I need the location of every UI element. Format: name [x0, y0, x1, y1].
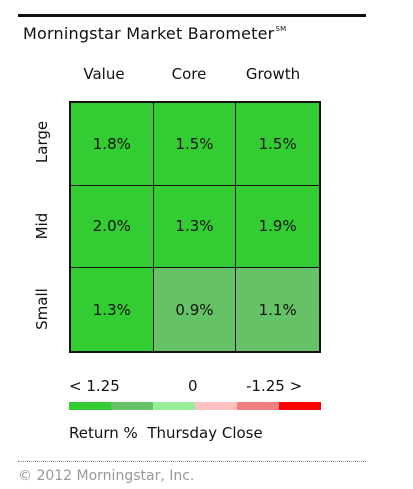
legend-swatch [279, 402, 321, 410]
legend-swatch [195, 402, 237, 410]
chart-title: Morningstar Market BarometerSM [23, 24, 286, 43]
service-mark: SM [275, 25, 287, 33]
chart-title-text: Morningstar Market Barometer [23, 24, 275, 43]
column-header-core: Core [171, 65, 207, 83]
legend-swatch [69, 402, 111, 410]
legend-caption-right: Thursday Close [147, 424, 263, 442]
heatmap-cell-large-core: 1.5% [153, 103, 237, 186]
copyright-text: © 2012 Morningstar, Inc. [18, 468, 195, 484]
heatmap-cell-small-growth: 1.1% [236, 268, 319, 351]
legend-left-label: < 1.25 [69, 377, 120, 395]
title-rule [18, 14, 366, 17]
heatmap-cell-small-value: 1.3% [71, 268, 154, 351]
legend-caption-left: Return % [69, 424, 138, 442]
row-header-mid: Mid [33, 212, 51, 240]
legend-swatch [237, 402, 279, 410]
column-header-growth: Growth [245, 65, 301, 83]
legend-caption: Return % Thursday Close [69, 424, 263, 442]
heatmap-cell-small-core: 0.9% [153, 268, 237, 351]
heatmap-cell-mid-core: 1.3% [153, 185, 237, 269]
heatmap-cell-large-growth: 1.5% [236, 103, 319, 186]
row-header-large: Large [33, 120, 51, 164]
row-header-small: Small [33, 288, 51, 330]
footer-divider [18, 461, 366, 462]
legend-swatch [153, 402, 195, 410]
legend-mid-label: 0 [188, 377, 198, 395]
column-header-value: Value [83, 65, 125, 83]
heatmap-cell-mid-growth: 1.9% [236, 185, 319, 269]
heatmap-cell-large-value: 1.8% [71, 103, 154, 186]
legend-swatch [111, 402, 153, 410]
legend-right-label: -1.25 > [246, 377, 303, 395]
heatmap-cell-mid-value: 2.0% [71, 185, 154, 269]
barometer-grid: 1.8% 1.5% 1.5% 2.0% 1.3% 1.9% 1.3% 0.9% 1.1% [69, 101, 321, 353]
